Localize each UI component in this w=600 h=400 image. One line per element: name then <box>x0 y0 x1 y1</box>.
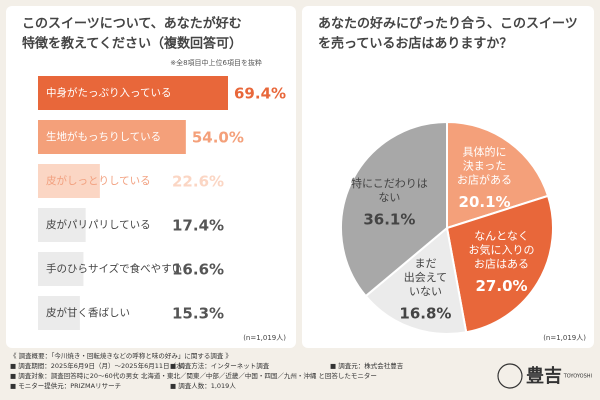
value-label: 16.8% <box>399 304 451 322</box>
value-label: 69.4% <box>234 85 286 103</box>
bar <box>38 252 84 286</box>
slice-label: まだ <box>414 257 436 270</box>
footer-line: ■ 調査元：株式会社豊吉 <box>330 361 404 370</box>
bar <box>38 76 228 110</box>
pie-slice <box>445 194 554 334</box>
pie-slice <box>446 120 550 230</box>
slice-label: 出会えて <box>404 270 447 284</box>
chart-title: を売っているお店はありますか？ <box>318 36 512 52</box>
pie-slice <box>364 226 468 335</box>
sample-note: (n=1,019人) <box>543 334 586 342</box>
chart-title: 特徴を教えてください（複数回答可） <box>22 36 242 52</box>
bar-label: 皮がしっとりしている <box>46 174 151 187</box>
value-label: 15.3% <box>172 305 224 323</box>
slice-label: 特にこだわりは <box>351 176 428 190</box>
sample-note: (n=1,019人) <box>243 334 286 342</box>
value-label: 22.6% <box>172 173 224 191</box>
chart-title: このスイーツについて、あなたが好む <box>22 16 242 32</box>
bar <box>38 120 186 154</box>
bar-label: 手のひらサイズで食べやすい <box>46 262 182 275</box>
footer-line: ■ モニター提供元：PRIZMAリサーチ <box>10 381 121 390</box>
slice-label: 決まった <box>463 160 507 173</box>
value-label: 36.1% <box>363 211 415 229</box>
bar-label: 生地がもっちりしている <box>46 130 161 143</box>
value-label: 54.0% <box>192 129 244 147</box>
chart-title: あなたの好みにぴったり合う、このスイーツ <box>318 16 578 32</box>
bar-label: 中身がたっぷり入っている <box>46 86 171 99</box>
footer-heading: 《 調査概要：「今川焼き・回転焼きなどの呼称と味の好み」に関する調査 》 <box>10 351 232 360</box>
value-label: 27.0% <box>476 277 528 295</box>
bar-label: 皮が甘く香ばしい <box>46 306 130 319</box>
slice-label: 具体的に <box>463 145 507 159</box>
slice-label: ない <box>378 191 400 204</box>
bar-label: 皮がパリパリしている <box>46 218 151 231</box>
slice-label: お気に入りの <box>469 243 535 257</box>
logo-sub: TOYOYOSHI <box>563 374 592 380</box>
slice-label: いない <box>409 285 442 298</box>
bar <box>38 208 86 242</box>
pie-slice <box>340 120 448 298</box>
footer-line: ■ 調査人数：1,019人 <box>170 381 236 390</box>
footer-line: ■ 調査方法：インターネット調査 <box>170 361 270 370</box>
value-label: 17.4% <box>172 217 224 235</box>
footer-line: ■ 調査対象：調査回答時に20～60代の男女 北海道・東北／関東／中部／近畿／中… <box>10 371 377 380</box>
slice-label: お店がある <box>457 173 512 187</box>
chart-subtitle: ※全8項目中上位6項目を抜粋 <box>170 58 262 67</box>
value-label: 16.6% <box>172 261 224 279</box>
slice-label: お店はある <box>474 257 529 271</box>
logo: 豊吉 <box>526 365 562 387</box>
bar <box>38 296 80 330</box>
value-label: 20.1% <box>459 193 511 211</box>
slice-label: なんとなく <box>474 230 529 243</box>
logo-mark <box>497 363 523 389</box>
bar <box>38 164 100 198</box>
footer-line: ■ 調査期間：2025年6月9日（月）～2025年6月11日（水） <box>10 361 189 370</box>
